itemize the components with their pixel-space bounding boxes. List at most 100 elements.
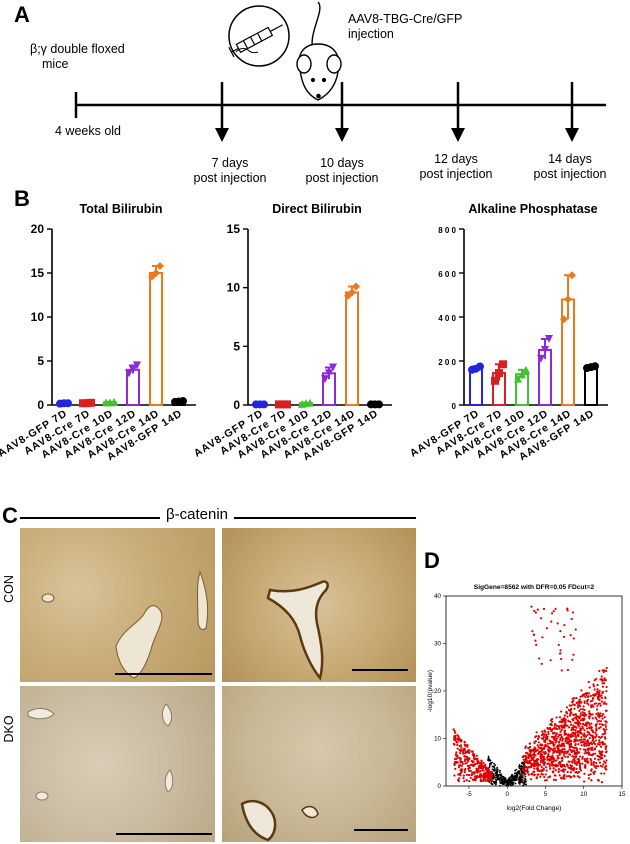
volcano-point	[492, 773, 495, 775]
volcano-point	[526, 761, 530, 765]
volcano-point	[516, 778, 518, 781]
volcano-point	[604, 697, 607, 700]
y-tick-label: 5	[37, 354, 44, 368]
volcano-point	[453, 760, 457, 763]
volcano-point	[457, 780, 460, 783]
volcano-point	[603, 677, 606, 680]
volcano-point	[599, 745, 603, 748]
volcano-point	[580, 732, 583, 735]
volcano-point	[583, 732, 586, 735]
volcano-point	[498, 777, 501, 780]
volcano-point	[602, 670, 605, 674]
volcano-point	[524, 779, 527, 782]
volcano-point	[467, 765, 470, 768]
volcano-point	[519, 773, 521, 775]
micrograph-con-high-vessels	[266, 580, 408, 681]
volcano-point	[573, 738, 576, 741]
volcano-point	[573, 766, 576, 770]
volcano-point	[552, 735, 555, 738]
bar	[345, 291, 359, 406]
volcano-point	[575, 715, 578, 719]
volcano-point	[502, 777, 505, 780]
data-point	[148, 272, 156, 281]
volcano-point	[489, 762, 492, 765]
volcano-point	[523, 773, 526, 776]
volcano-point	[562, 775, 565, 778]
volcano-point	[593, 770, 596, 773]
volcano-point	[458, 766, 461, 769]
volcano-point	[541, 748, 544, 751]
volcano-point	[601, 756, 604, 760]
volcano-point	[530, 759, 533, 762]
volcano-point	[536, 748, 539, 752]
data-point	[321, 375, 329, 384]
volcano-point	[581, 695, 584, 698]
volcano-point	[496, 777, 499, 780]
volcano-point	[535, 776, 538, 779]
volcano-point	[558, 760, 561, 764]
volcano-point	[463, 758, 467, 761]
volcano-point	[561, 759, 564, 762]
volcano-point	[599, 704, 602, 707]
volcano-point	[573, 775, 576, 778]
volcano-point	[578, 704, 582, 708]
volcano-point	[517, 771, 520, 773]
volcano-point	[594, 731, 597, 735]
volcano-point	[486, 779, 489, 782]
data-point	[560, 315, 568, 324]
volcano-point	[577, 760, 580, 763]
volcano-point	[592, 761, 596, 764]
volcano-point	[584, 735, 588, 738]
volcano-point	[561, 737, 564, 740]
volcano-point	[556, 622, 559, 625]
volcano-point	[605, 690, 608, 693]
volcano-point	[573, 750, 576, 753]
volcano-point	[603, 772, 606, 775]
volcano-point	[603, 729, 607, 733]
volcano-point	[523, 760, 526, 763]
volcano-point	[513, 778, 515, 781]
volcano-point	[605, 764, 608, 768]
volcano-point	[575, 726, 578, 729]
volcano-point	[542, 755, 545, 759]
volcano-point	[600, 694, 603, 697]
volcano-point	[578, 725, 581, 728]
volcano-point	[509, 780, 512, 782]
volcano-point	[563, 748, 566, 751]
volcano-point	[598, 739, 601, 742]
y-tick-label: 10	[31, 310, 45, 324]
volcano-point	[478, 770, 481, 773]
volcano-point	[599, 764, 602, 767]
volcano-point	[562, 742, 565, 745]
volcano-point	[561, 739, 564, 742]
volcano-point	[555, 737, 559, 740]
volcano-point	[514, 769, 517, 772]
volcano-point	[468, 780, 471, 783]
volcano-point	[602, 702, 605, 705]
volcano-point	[482, 772, 486, 775]
volcano-point	[573, 752, 576, 756]
x-tick-label: 5	[544, 791, 548, 798]
volcano-point	[593, 765, 596, 768]
volcano-point	[572, 713, 575, 716]
volcano-point	[488, 776, 491, 779]
volcano-point	[598, 691, 601, 695]
volcano-point	[579, 769, 583, 772]
volcano-point	[538, 746, 541, 750]
volcano-point	[465, 773, 468, 776]
volcano-point	[588, 710, 591, 713]
volcano-point	[547, 753, 550, 756]
volcano-point	[534, 760, 537, 763]
volcano-point	[524, 775, 527, 778]
volcano-point	[587, 753, 591, 756]
volcano-point	[594, 752, 597, 755]
volcano-point	[528, 760, 531, 764]
volcano-point	[562, 724, 566, 727]
volcano-point	[480, 773, 483, 776]
volcano-point	[575, 753, 578, 756]
volcano-point	[594, 766, 598, 770]
volcano-point	[553, 743, 556, 746]
panel-letter-a: A	[14, 2, 30, 27]
volcano-point	[580, 744, 583, 747]
volcano-point	[546, 762, 549, 766]
